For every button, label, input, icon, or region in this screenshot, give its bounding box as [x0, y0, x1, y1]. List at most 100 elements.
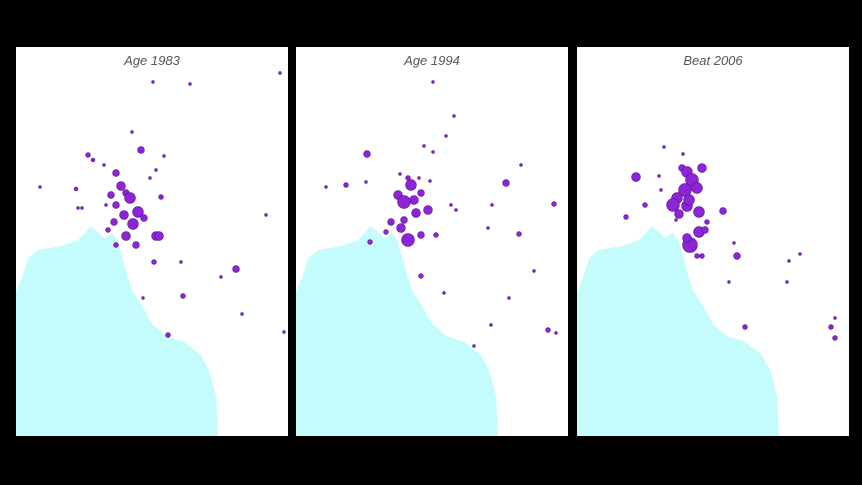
dot — [396, 223, 406, 233]
dot — [343, 182, 349, 188]
dot — [431, 80, 435, 84]
dot — [38, 185, 42, 189]
dot — [423, 205, 433, 215]
dot — [659, 188, 663, 192]
dot — [732, 241, 736, 245]
dot — [833, 316, 837, 320]
dot — [140, 214, 148, 222]
dot — [742, 324, 748, 330]
dot — [631, 172, 641, 182]
dot — [662, 145, 666, 149]
dot — [121, 231, 131, 241]
dot — [324, 185, 328, 189]
dot — [180, 293, 186, 299]
dot — [400, 216, 408, 224]
dot — [85, 152, 91, 158]
dot — [165, 332, 171, 338]
panels: Age 1983 Age 1994 Beat 2006 — [16, 47, 849, 436]
dot — [545, 327, 551, 333]
dot — [119, 210, 129, 220]
dot — [110, 218, 118, 226]
dot — [551, 201, 557, 207]
dot — [363, 150, 371, 158]
panel-title: Age 1994 — [403, 53, 460, 68]
dot — [433, 232, 439, 238]
dot — [148, 176, 152, 180]
dot — [486, 226, 490, 230]
dot — [264, 213, 268, 217]
dot — [132, 206, 144, 218]
dot — [405, 179, 417, 191]
dot — [124, 192, 136, 204]
dot — [397, 195, 411, 209]
dot — [733, 252, 741, 260]
dot — [417, 231, 425, 239]
dot — [132, 241, 140, 249]
dot — [431, 150, 435, 154]
dot — [727, 280, 731, 284]
dot — [657, 174, 661, 178]
dot — [693, 206, 705, 218]
dot — [364, 180, 368, 184]
dot — [787, 259, 791, 263]
dot — [73, 186, 79, 192]
dot — [699, 253, 705, 259]
dot — [401, 233, 415, 247]
dot — [127, 218, 139, 230]
dot — [452, 114, 456, 118]
dot — [409, 195, 419, 205]
dot — [76, 206, 80, 210]
dot — [411, 208, 421, 218]
dot — [219, 275, 223, 279]
dot — [240, 312, 244, 316]
dot — [683, 194, 695, 206]
dot — [282, 330, 286, 334]
dot — [666, 198, 680, 212]
dot — [785, 280, 789, 284]
dot — [691, 182, 703, 194]
panel-title: Beat 2006 — [683, 53, 743, 68]
dot — [428, 179, 432, 183]
dot — [141, 296, 145, 300]
dot — [682, 233, 692, 243]
dot — [151, 259, 157, 265]
panel-title: Age 1983 — [123, 53, 180, 68]
dot — [383, 229, 389, 235]
dot — [367, 239, 373, 245]
dot — [701, 226, 709, 234]
dot — [179, 260, 183, 264]
dot — [154, 168, 158, 172]
dot — [449, 203, 453, 207]
dot — [444, 134, 448, 138]
dot — [278, 71, 282, 75]
dot — [90, 157, 96, 163]
dot — [105, 227, 111, 233]
dot — [507, 296, 511, 300]
dot — [162, 154, 166, 158]
dot — [832, 335, 838, 341]
dot — [489, 323, 493, 327]
dot — [151, 80, 155, 84]
dot — [719, 207, 727, 215]
dot — [694, 253, 700, 259]
dot — [418, 273, 424, 279]
dot — [417, 189, 425, 197]
dot — [137, 146, 145, 154]
map-panel: Age 1983 — [16, 47, 288, 436]
dot — [107, 191, 115, 199]
dot — [681, 152, 685, 156]
dot — [532, 269, 536, 273]
dot — [472, 344, 476, 348]
dot — [130, 130, 134, 134]
dot — [417, 176, 421, 180]
dot — [516, 231, 522, 237]
dot — [112, 169, 120, 177]
dot — [519, 163, 523, 167]
dot — [232, 265, 240, 273]
dot — [154, 231, 164, 241]
dot — [102, 163, 106, 167]
dot — [490, 203, 494, 207]
dot — [828, 324, 834, 330]
